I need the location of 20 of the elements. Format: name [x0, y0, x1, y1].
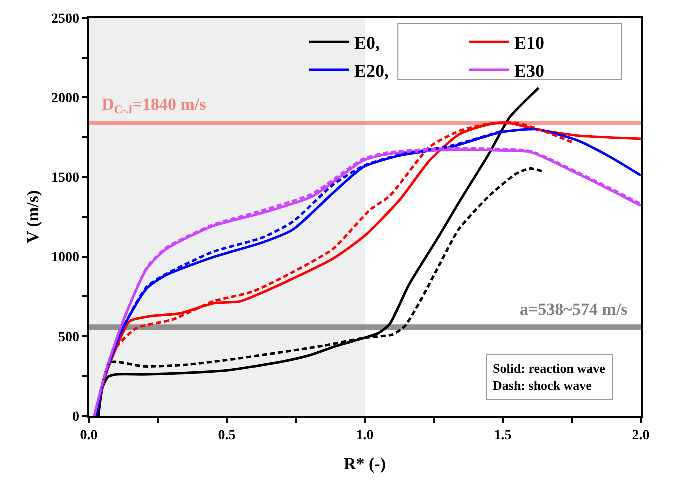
x-tick-label: 0.5: [218, 428, 236, 444]
x-tick-label: 0.0: [80, 428, 98, 444]
legend-label: E10: [514, 33, 544, 54]
y-tick-label: 1000: [51, 250, 80, 266]
legend-label: E20,: [354, 61, 389, 82]
legend-label: E0,: [354, 33, 380, 54]
annotation: Solid: reaction wave Dash: shock wave: [493, 361, 606, 393]
x-axis-title: R* (-): [344, 454, 386, 474]
x-tick-label: 2.0: [632, 428, 650, 444]
y-tick-label: 1500: [51, 171, 80, 186]
x-tick-label: 1.5: [494, 428, 512, 444]
y-tick-label: 2000: [51, 92, 80, 106]
y-tick-label: 2500: [51, 12, 80, 27]
y-tick-label: 500: [58, 330, 80, 346]
y-tick-label: 0: [72, 410, 80, 425]
ref-line-label: D$_{C-J}$=1840 m/s: [102, 95, 207, 117]
band-label: a=538~574 m/s: [520, 300, 628, 319]
legend-label: E30: [514, 61, 544, 82]
x-tick-label: 1.0: [356, 428, 374, 444]
y-axis-title: V (m/s): [24, 190, 42, 244]
